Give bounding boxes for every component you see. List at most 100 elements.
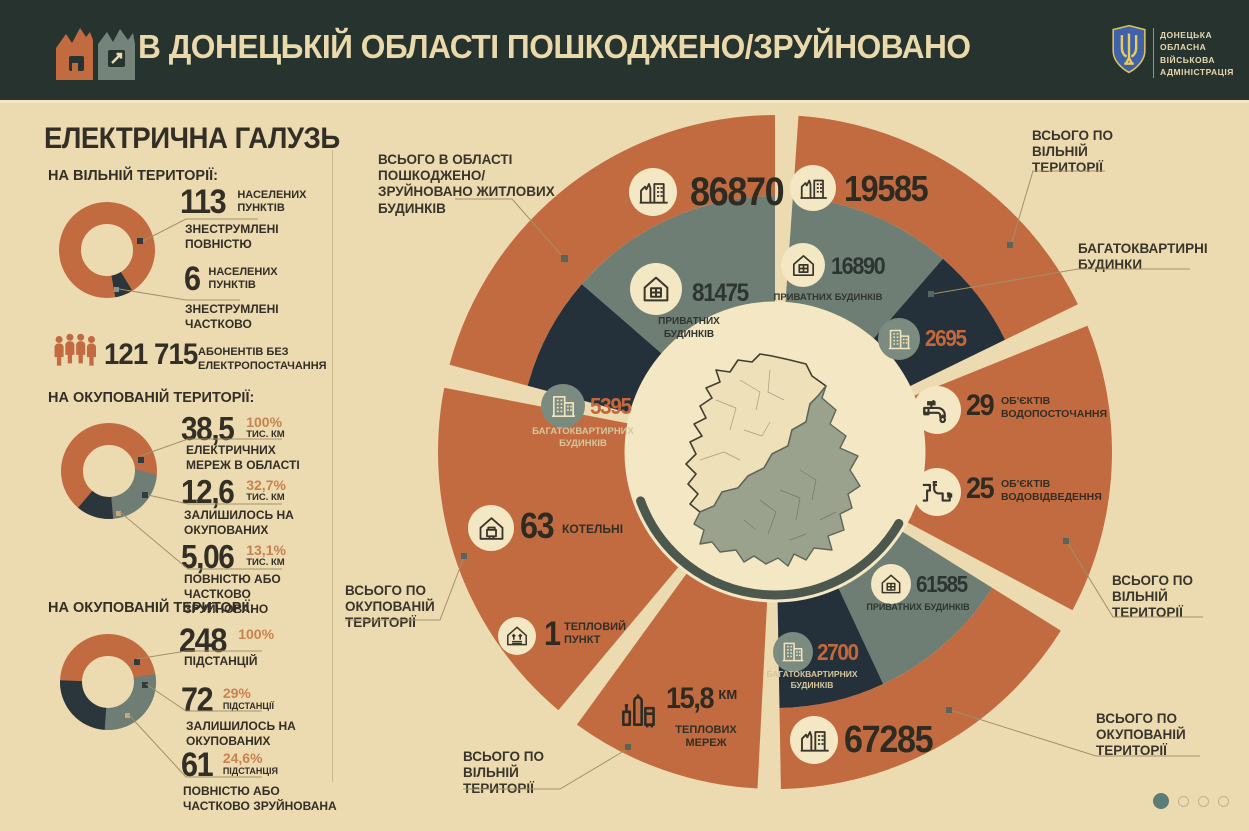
stat-385: 38,5 100% ТИС. КМ — [181, 410, 285, 447]
house-icon — [871, 564, 911, 604]
sidebar-title: ЕЛЕКТРИЧНА ГАЛУЗЬ — [44, 122, 340, 155]
stat-126-pct: 32,7% — [246, 477, 286, 493]
water-drain-value: 25 — [966, 472, 995, 505]
stat-248: 248 100% — [179, 622, 275, 660]
apartment-building-icon — [878, 318, 920, 360]
stat-506: 5,06 13,1% ТИС. КМ — [181, 538, 286, 575]
heat-networks-label: ТЕПЛОВИХ МЕРЕЖ — [675, 724, 737, 750]
free-territory-heading: НА ВІЛЬНІЙ ТЕРИТОРІЇ: — [48, 168, 218, 184]
carousel-pagination — [1153, 793, 1229, 809]
stat-248-pct: 100% — [238, 626, 275, 642]
stat-506-value: 5,06 — [181, 538, 235, 575]
sidebar-divider — [332, 150, 333, 782]
stat-113-value: 113 — [180, 183, 227, 221]
occupied-private-value: 61585 — [916, 571, 968, 597]
header-bar: В ДОНЕЦЬКІЙ ОБЛАСТІ ПОШКОДЖЕНО/ЗРУЙНОВАН… — [0, 0, 1249, 100]
org-name: ДОНЕЦЬКА ОБЛАСНА ВІЙСЬКОВА АДМІНІСТРАЦІЯ — [1160, 29, 1234, 78]
callout-occupied-right: ВСЬОГО ПО ОКУПОВАНІЙ ТЕРИТОРІЇ — [1096, 711, 1186, 759]
stat-506-pct: 13,1% — [246, 542, 286, 558]
page-title: В ДОНЕЦЬКІЙ ОБЛАСТІ ПОШКОДЖЕНО/ЗРУЙНОВАН… — [138, 28, 971, 65]
city-buildings-icon — [629, 168, 677, 216]
free-private-value: 16890 — [831, 253, 886, 280]
stat-72-unit: ПІДСТАНЦІЇ — [222, 701, 274, 711]
stat-126-desc: ЗАЛИШИЛОСЬ НА ОКУПОВАНИХ — [184, 508, 294, 537]
occupied-apartments-value: 2700 — [817, 639, 859, 665]
house-icon — [630, 263, 682, 315]
stat-72-pct: 29% — [222, 685, 251, 701]
stat-113-desc: ЗНЕСТРУМЛЕНІ ПОВНІСТЮ — [185, 222, 279, 251]
oblast-private-value: 81475 — [692, 279, 749, 307]
org-line: ОБЛАСНА — [1160, 42, 1207, 53]
stat-385-desc: ЕЛЕКТРИЧНИХ МЕРЕЖ В ОБЛАСТІ — [186, 443, 300, 472]
callout-occupied-left: ВСЬОГО ПО ОКУПОВАНІЙ ТЕРИТОРІЇ — [345, 583, 435, 631]
stat-506-desc: ПОВНІСТЮ АБО ЧАСТКОВО ЗРУЙНОВАНО — [184, 572, 281, 616]
boiler-tanks-icon — [616, 688, 660, 732]
callout-oblast-total: ВСЬОГО В ОБЛАСТІ ПОШКОДЖЕНО/ЗРУЙНОВАНО Ж… — [378, 152, 555, 216]
occupied-heading-1: НА ОКУПОВАНІЙ ТЕРИТОРІЇ: — [48, 390, 255, 406]
water-supply-value: 29 — [966, 389, 995, 422]
subscribers-value: 121 715 — [104, 338, 198, 371]
boilers-value: 63 — [520, 505, 555, 546]
free-private-label: ПРИВАТНИХ БУДИНКІВ — [773, 292, 883, 303]
stat-385-value: 38,5 — [181, 410, 235, 447]
occupied-total-value: 67285 — [844, 719, 934, 761]
pagination-dot-active[interactable] — [1153, 793, 1169, 809]
donut-chart-substations — [59, 634, 157, 731]
oblast-apartments-value: 5395 — [590, 393, 632, 419]
stat-61: 61 24,6% ПІДСТАНЦІЯ — [181, 746, 278, 784]
stat-61-unit: ПІДСТАНЦІЯ — [222, 766, 278, 776]
apartment-building-icon — [773, 632, 813, 672]
stat-385-pct: 100% — [246, 414, 283, 430]
stat-6-unit: НАСЕЛЕНИХ ПУНКТІВ — [208, 266, 278, 291]
stat-126-unit: ТИС. КМ — [246, 492, 285, 503]
org-line: ДОНЕЦЬКА — [1160, 30, 1213, 40]
city-buildings-icon — [790, 165, 836, 211]
donetsk-oblast-map — [685, 353, 861, 567]
heat-point-label: ТЕПЛОВИЙ ПУНКТ — [564, 621, 626, 647]
house-icon — [781, 243, 825, 287]
trident-shield-icon — [1112, 24, 1146, 74]
stat-113: 113 НАСЕЛЕНИХ ПУНКТІВ — [180, 183, 325, 221]
pipes-icon — [913, 468, 961, 516]
stat-72-value: 72 — [181, 681, 214, 719]
stat-6: 6 НАСЕЛЕНИХ ПУНКТІВ — [184, 260, 296, 298]
logo-divider — [1153, 28, 1154, 78]
stat-506-unit: ТИС. КМ — [246, 557, 285, 568]
heat-networks-stat: 15,8 КМ — [666, 684, 737, 714]
damaged-houses-icon — [56, 28, 135, 80]
org-line: ВІЙСЬКОВА — [1160, 54, 1216, 65]
stat-61-desc: ПОВНІСТЮ АБО ЧАСТКОВО ЗРУЙНОВАНА — [183, 784, 337, 813]
org-line: АДМІНІСТРАЦІЯ — [1160, 66, 1234, 77]
header-separator — [0, 100, 1249, 103]
people-group-icon — [50, 330, 100, 374]
boilers-label: КОТЕЛЬНІ — [562, 522, 624, 536]
pagination-dot[interactable] — [1198, 795, 1209, 807]
occupied-apartments-label: БАГАТОКВАРТИРНИХ БУДИНКІВ — [766, 669, 858, 690]
callout-free-bottom: ВСЬОГО ПО ВІЛЬНІЙ ТЕРИТОРІЇ — [463, 749, 544, 797]
water-supply-label: ОБ'ЄКТІВ ВОДОПОСТОЧАННЯ — [1001, 395, 1108, 420]
callout-free-mid: ВСЬОГО ПО ВІЛЬНІЙ ТЕРИТОРІЇ — [1112, 573, 1193, 621]
heat-point-house-icon — [498, 617, 536, 655]
boiler-house-icon — [468, 505, 514, 551]
heat-networks-value: 15,8 — [666, 682, 715, 715]
stat-6-value: 6 — [184, 260, 201, 298]
callout-apartments: БАГАТОКВАРТИРНІ БУДИНКИ — [1078, 241, 1208, 273]
oblast-private-label: ПРИВАТНИХ БУДИНКІВ — [658, 316, 720, 340]
stat-61-value: 61 — [181, 746, 214, 784]
pagination-dot[interactable] — [1218, 795, 1229, 807]
donut-chart-networks — [61, 423, 157, 519]
stat-126: 12,6 32,7% ТИС. КМ — [181, 475, 286, 508]
faucet-icon — [913, 386, 961, 434]
stat-385-unit: ТИС. КМ — [246, 429, 285, 440]
stat-113-unit: НАСЕЛЕНИХ ПУНКТІВ — [237, 189, 307, 214]
apartment-building-icon — [541, 384, 585, 428]
oblast-total-value: 86870 — [690, 170, 785, 214]
stat-248-unit: ПІДСТАНЦІЙ — [184, 654, 258, 668]
stat-248-value: 248 — [179, 622, 227, 660]
stat-6-desc: ЗНЕСТРУМЛЕНІ ЧАСТКОВО — [185, 302, 279, 331]
free-total-value: 19585 — [844, 168, 929, 209]
callout-free-top: ВСЬОГО ПО ВІЛЬНІЙ ТЕРИТОРІЇ — [1032, 128, 1113, 176]
pagination-dot[interactable] — [1178, 795, 1189, 807]
oblast-apartments-label: БАГАТОКВАРТИРНИХ БУДИНКІВ — [532, 426, 634, 449]
